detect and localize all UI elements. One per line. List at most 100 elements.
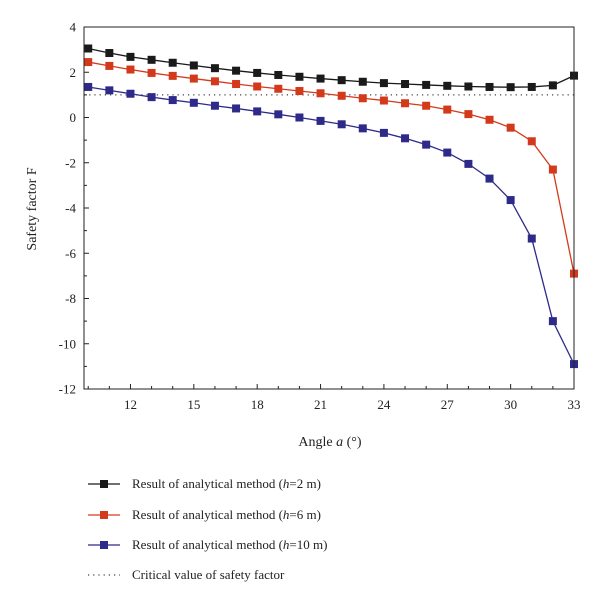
legend-entry-h10: Result of analytical method (h=10 m) — [88, 537, 327, 552]
data-point-h10 — [189, 98, 198, 107]
data-point-h6 — [253, 82, 262, 91]
data-point-h10 — [358, 124, 367, 133]
data-point-h10 — [506, 196, 515, 205]
data-point-h6 — [210, 77, 219, 86]
legend-swatch-marker-h6 — [100, 511, 108, 519]
data-point-h10 — [253, 107, 262, 116]
data-point-h10 — [464, 159, 473, 168]
data-point-h10 — [295, 113, 304, 122]
data-point-h2 — [274, 70, 283, 79]
y-tick-label: -2 — [65, 155, 76, 170]
series-line-h6 — [88, 61, 575, 274]
x-tick-label: 30 — [504, 397, 517, 412]
data-point-h10 — [485, 174, 494, 183]
data-point-h6 — [548, 165, 557, 174]
data-point-h2 — [506, 83, 515, 92]
y-tick-label: -8 — [65, 291, 76, 306]
data-point-h6 — [464, 110, 473, 119]
series-h6 — [84, 58, 578, 278]
data-point-h2 — [358, 77, 367, 86]
x-tick-label: 27 — [441, 397, 455, 412]
data-point-h6 — [316, 89, 325, 98]
data-point-h10 — [316, 116, 325, 125]
y-tick-label: -4 — [65, 201, 76, 216]
data-point-h6 — [274, 84, 283, 93]
data-point-h2 — [548, 81, 557, 90]
data-point-h10 — [337, 120, 346, 129]
y-tick-label: -6 — [65, 246, 76, 261]
x-tick-label: 12 — [124, 397, 137, 412]
series-line-h10 — [88, 86, 575, 365]
data-point-h2 — [147, 55, 156, 64]
data-point-h10 — [232, 104, 241, 113]
data-point-h6 — [337, 91, 346, 100]
legend-entry-h6: Result of analytical method (h=6 m) — [88, 507, 321, 522]
data-point-h2 — [168, 58, 177, 67]
y-axis-title: Safety factor F — [25, 167, 40, 250]
data-point-h6 — [527, 137, 536, 146]
data-point-h6 — [295, 87, 304, 96]
data-point-h2 — [253, 68, 262, 77]
data-point-h10 — [379, 128, 388, 137]
data-point-h10 — [84, 82, 93, 91]
data-point-h2 — [337, 76, 346, 85]
data-point-h2 — [379, 79, 388, 88]
x-tick-label: 18 — [251, 397, 264, 412]
data-point-h6 — [401, 99, 410, 108]
data-point-h2 — [232, 66, 241, 75]
data-point-h6 — [379, 96, 388, 105]
data-point-h2 — [189, 61, 198, 70]
x-tick-label: 33 — [568, 397, 581, 412]
data-point-h6 — [168, 71, 177, 80]
x-tick-label: 15 — [187, 397, 200, 412]
y-tick-label: -12 — [59, 382, 76, 397]
data-point-h2 — [464, 82, 473, 91]
data-point-h2 — [401, 80, 410, 89]
y-tick-label: 2 — [70, 65, 77, 80]
series-layer — [84, 44, 578, 369]
data-point-h6 — [126, 65, 135, 74]
data-point-h10 — [210, 101, 219, 110]
data-point-h10 — [168, 96, 177, 105]
y-tick-label: 4 — [70, 20, 77, 35]
data-point-h10 — [126, 89, 135, 98]
legend-label-h10: Result of analytical method (h=10 m) — [132, 537, 327, 552]
data-point-h6 — [105, 61, 114, 70]
data-point-h6 — [232, 80, 241, 89]
data-point-h2 — [295, 72, 304, 81]
data-point-h6 — [485, 115, 494, 124]
data-point-h2 — [443, 81, 452, 90]
data-point-h10 — [548, 317, 557, 326]
data-point-h2 — [84, 44, 93, 53]
legend-label-critical: Critical value of safety factor — [132, 567, 285, 582]
plot-frame — [83, 26, 575, 390]
data-point-h2 — [422, 80, 431, 89]
series-line-h2 — [88, 47, 575, 88]
data-point-h2 — [485, 82, 494, 91]
legend-entry-h2: Result of analytical method (h=2 m) — [88, 476, 321, 491]
data-point-h6 — [506, 123, 515, 132]
y-tick-label: 0 — [70, 110, 77, 125]
data-point-h10 — [274, 110, 283, 119]
data-point-h6 — [443, 105, 452, 114]
data-point-h10 — [147, 93, 156, 102]
data-point-h6 — [422, 101, 431, 110]
data-point-h6 — [84, 58, 93, 67]
data-point-h10 — [527, 234, 536, 243]
legend-label-h6: Result of analytical method (h=6 m) — [132, 507, 321, 522]
data-point-h10 — [443, 148, 452, 157]
x-axis-title: Angle a (°) — [298, 435, 361, 450]
data-point-h2 — [210, 64, 219, 73]
data-point-h10 — [401, 134, 410, 143]
legend-label-h2: Result of analytical method (h=2 m) — [132, 476, 321, 491]
data-point-h2 — [316, 74, 325, 83]
data-point-h6 — [358, 94, 367, 103]
data-point-h10 — [422, 140, 431, 149]
x-tick-label: 24 — [377, 397, 391, 412]
data-point-h10 — [105, 86, 114, 95]
legend-swatch-marker-h10 — [100, 541, 108, 549]
data-point-h2 — [105, 49, 114, 58]
data-point-h6 — [147, 68, 156, 77]
x-tick-label: 21 — [314, 397, 327, 412]
